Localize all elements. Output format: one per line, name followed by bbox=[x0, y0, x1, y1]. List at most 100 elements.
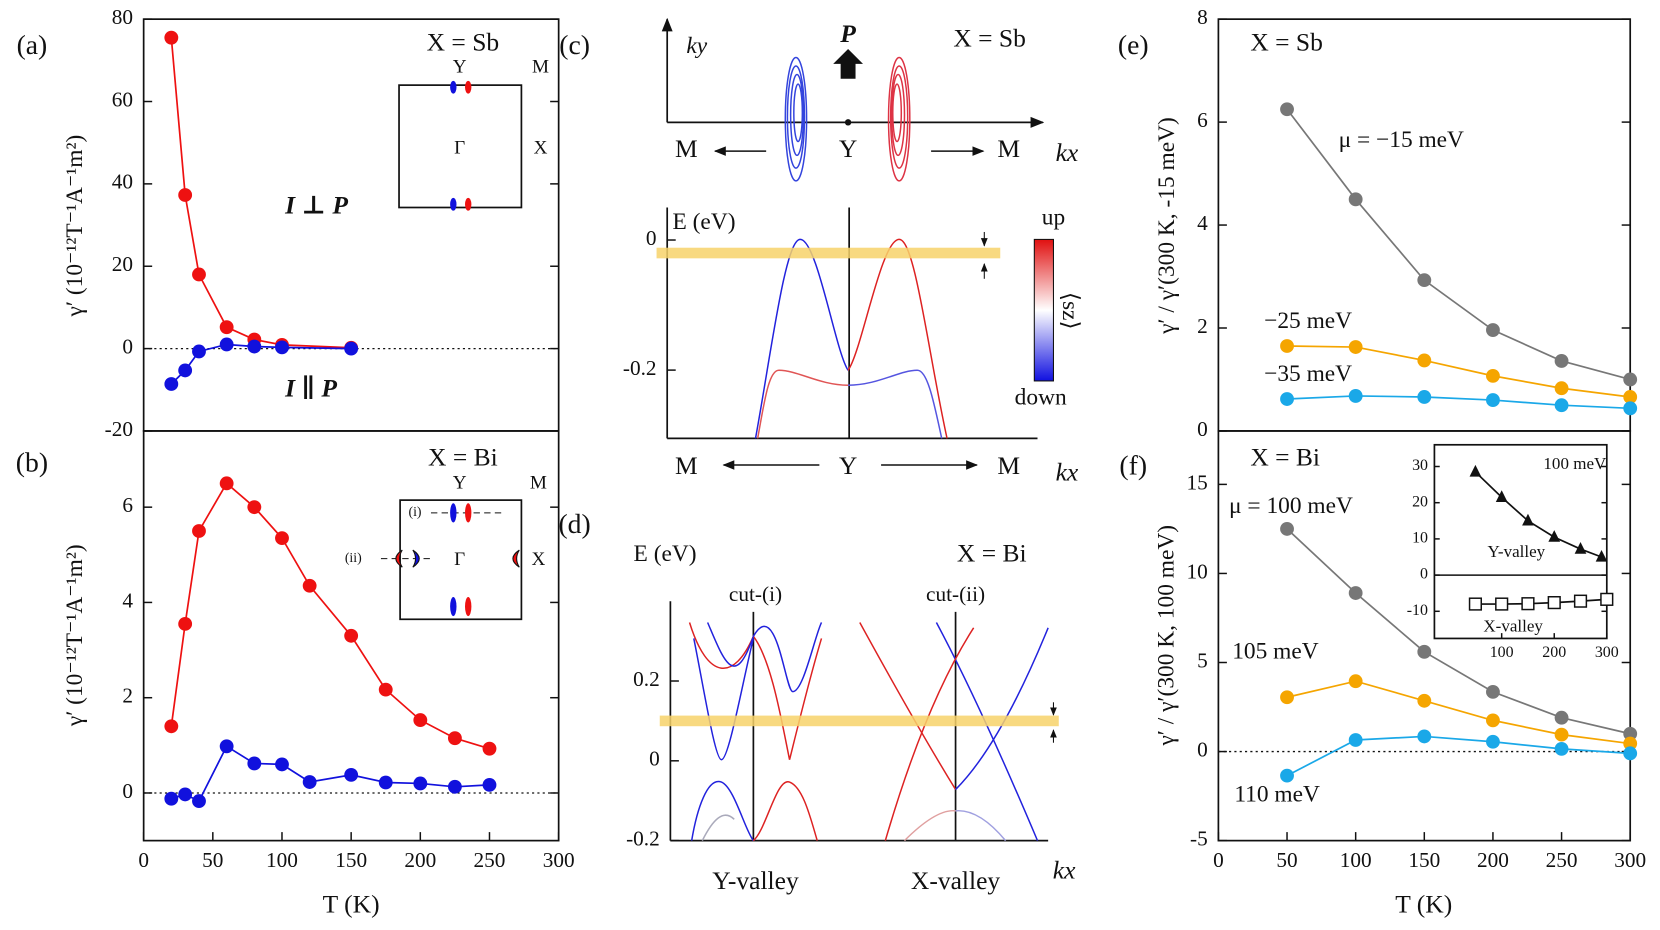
y-axis-label: γ′ (10⁻¹²T⁻¹A⁻¹m²) bbox=[62, 544, 88, 727]
y-tick-label: 6 bbox=[1197, 108, 1208, 132]
y-tick-label: 10 bbox=[1412, 530, 1428, 547]
y-tick-label: -20 bbox=[105, 417, 133, 441]
marker bbox=[1417, 273, 1432, 288]
y-tick-label: 2 bbox=[1197, 314, 1208, 338]
annotation: Γ bbox=[454, 549, 465, 570]
y-tick-label: 0 bbox=[646, 226, 657, 250]
y-tick-label: 0 bbox=[1420, 566, 1428, 583]
y-tick-label: 0 bbox=[122, 779, 133, 803]
y-tick-label: 20 bbox=[112, 252, 133, 276]
y-axis-label: γ′ (10⁻¹²T⁻¹A⁻¹m²) bbox=[62, 135, 88, 318]
marker bbox=[247, 756, 262, 771]
y-tick-label: 5 bbox=[1197, 648, 1208, 672]
y-tick-label: 30 bbox=[1412, 457, 1428, 474]
marker bbox=[1348, 733, 1363, 747]
marker bbox=[1623, 746, 1638, 761]
x-tick-label: 150 bbox=[1408, 848, 1440, 872]
marker bbox=[1486, 734, 1500, 749]
x-tick-label: 250 bbox=[474, 848, 506, 872]
marker bbox=[1623, 726, 1638, 741]
marker bbox=[192, 524, 206, 538]
marker bbox=[344, 767, 359, 782]
y-tick-label: 40 bbox=[112, 170, 133, 194]
y-tick-label: 0 bbox=[122, 334, 133, 358]
marker bbox=[164, 377, 179, 391]
marker bbox=[1554, 710, 1569, 725]
marker bbox=[1280, 690, 1294, 705]
marker bbox=[1486, 684, 1500, 699]
annotation: Γ bbox=[454, 137, 465, 158]
annotation: down bbox=[1015, 384, 1067, 410]
y-tick-label: 0 bbox=[1197, 417, 1208, 441]
x-tick-label: 150 bbox=[335, 848, 367, 872]
y-tick-label: -0.2 bbox=[626, 827, 660, 851]
x-tick-label: 50 bbox=[1276, 848, 1297, 872]
series-label: 110 meV bbox=[1234, 781, 1320, 807]
marker bbox=[1469, 464, 1482, 477]
x-tick-label: 200 bbox=[404, 848, 436, 872]
x-tick-label: 300 bbox=[1595, 644, 1619, 661]
marker bbox=[1348, 192, 1363, 207]
y-tick-label: 0 bbox=[649, 747, 660, 771]
marker bbox=[1574, 542, 1587, 554]
marker bbox=[219, 476, 234, 491]
annotation: kx bbox=[1053, 855, 1076, 884]
marker bbox=[164, 719, 179, 734]
y-tick-label: 2 bbox=[122, 684, 133, 708]
x-tick-label: 300 bbox=[543, 848, 575, 872]
marker bbox=[1554, 727, 1569, 742]
marker bbox=[1623, 401, 1638, 416]
annotation: P bbox=[839, 19, 856, 48]
marker bbox=[482, 741, 497, 756]
annotation: M bbox=[997, 134, 1020, 163]
marker bbox=[192, 794, 206, 808]
annotation: (ii) bbox=[345, 550, 362, 566]
series-label: I ∥ P bbox=[284, 373, 337, 402]
marker bbox=[1623, 372, 1638, 387]
marker bbox=[378, 775, 393, 790]
plot-frame bbox=[1217, 430, 1632, 842]
marker bbox=[247, 339, 262, 354]
marker bbox=[164, 30, 179, 45]
marker bbox=[1280, 102, 1294, 117]
y-tick-label: 0.2 bbox=[633, 667, 660, 691]
marker bbox=[1280, 339, 1294, 353]
annotation: M bbox=[675, 134, 698, 163]
annotation: M bbox=[675, 451, 698, 480]
marker bbox=[1417, 693, 1432, 708]
k-space-diagram bbox=[661, 17, 1045, 182]
marker bbox=[275, 340, 289, 355]
annotation: M bbox=[530, 473, 547, 494]
annotation: (i) bbox=[408, 504, 421, 520]
y-tick-label: 80 bbox=[112, 5, 133, 29]
marker bbox=[1280, 768, 1294, 783]
annotation: Y-valley bbox=[712, 866, 799, 895]
fermi-level bbox=[659, 715, 1059, 727]
x-tick-label: 100 bbox=[1490, 644, 1514, 661]
x-tick-label: 50 bbox=[202, 848, 223, 872]
marker bbox=[1495, 490, 1508, 502]
x-tick-label: 250 bbox=[1546, 848, 1578, 872]
panel-title: X = Bi bbox=[1250, 443, 1320, 472]
annotation: Y bbox=[839, 451, 857, 480]
marker bbox=[192, 267, 206, 282]
annotation: cut-(ii) bbox=[926, 582, 985, 606]
series-label: μ = 100 meV bbox=[1229, 493, 1353, 519]
marker bbox=[1280, 521, 1294, 536]
marker bbox=[178, 363, 193, 378]
plot-frame bbox=[142, 430, 560, 842]
series-label: −35 meV bbox=[1264, 361, 1352, 387]
marker bbox=[178, 188, 193, 202]
x-axis-label: T (K) bbox=[1395, 889, 1452, 918]
panel-label: (c) bbox=[559, 29, 590, 60]
marker bbox=[1573, 594, 1588, 608]
y-tick-label: -5 bbox=[1190, 827, 1208, 851]
marker bbox=[413, 713, 428, 728]
bz-inset-b bbox=[380, 499, 523, 621]
x-tick-label: 300 bbox=[1614, 848, 1646, 872]
marker bbox=[178, 787, 193, 802]
y-tick-label: 4 bbox=[1197, 211, 1208, 235]
marker bbox=[1417, 644, 1432, 659]
marker bbox=[447, 731, 462, 746]
